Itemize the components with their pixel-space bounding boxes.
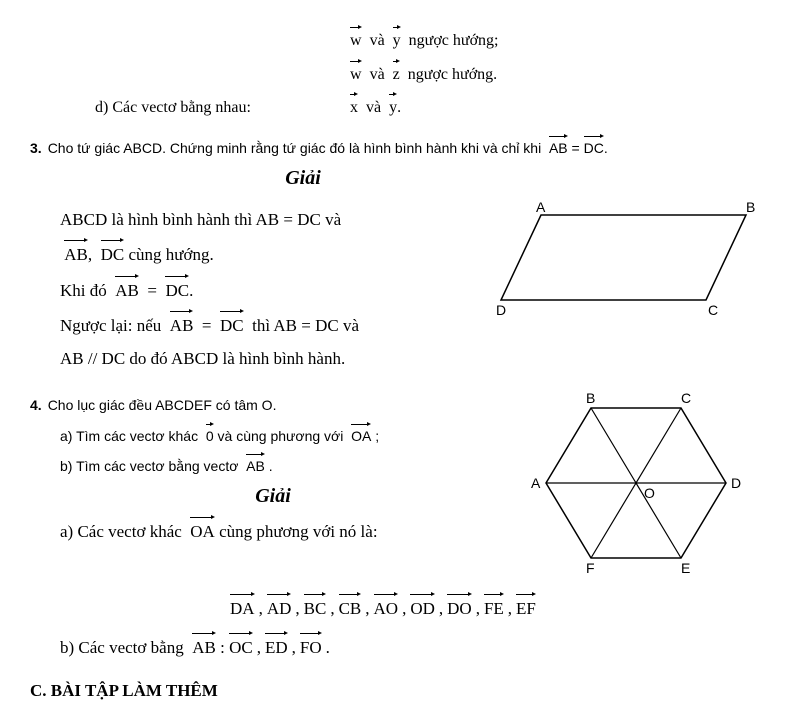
vec-zero: 0 xyxy=(206,423,214,447)
vec-y: y xyxy=(393,26,401,54)
problem-3-body: ABCD là hình bình hành thì AB = DC và AB… xyxy=(30,200,776,378)
p3-line1: ABCD là hình bình hành thì AB = DC và xyxy=(60,206,496,233)
section-heading: C. BÀI TẬP LÀM THÊM xyxy=(30,681,776,701)
vec-od: OD xyxy=(410,593,435,622)
vec-ab: AB xyxy=(246,453,265,477)
opp-dir-wz: w và z ngược hướng. xyxy=(30,60,776,88)
giai-heading-4: Giải xyxy=(30,485,516,508)
p3-line4: Ngược lại: nếu AB = DC thì AB = DC và xyxy=(60,310,496,339)
parallelogram-figure: A B C D xyxy=(496,200,776,325)
giai-heading-3: Giải xyxy=(0,167,776,190)
problem-3-statement: 3. Cho tứ giác ABCD. Chứng minh rằng tứ … xyxy=(30,135,776,159)
vec-ao: AO xyxy=(374,593,399,622)
vec-x: x xyxy=(350,93,358,121)
p4-answer-a-text: a) Các vectơ khác OA cùng phương với nó … xyxy=(30,516,516,545)
vec-w: w xyxy=(350,60,362,88)
vec-bc: BC xyxy=(304,593,327,622)
svg-text:A: A xyxy=(536,199,546,215)
svg-text:F: F xyxy=(586,560,595,576)
p3-line5: AB // DC do đó ABCD là hình bình hành. xyxy=(60,345,496,372)
vec-fe: FE xyxy=(484,593,504,622)
p3-line3: Khi đó AB = DC . xyxy=(60,275,496,304)
vec-da: DA xyxy=(230,593,255,622)
svg-text:B: B xyxy=(746,199,755,215)
svg-text:A: A xyxy=(531,475,541,491)
vec-ef: EF xyxy=(516,593,536,622)
vec-ab: AB xyxy=(549,135,568,159)
svg-text:O: O xyxy=(644,485,655,501)
vec-oa: OA xyxy=(351,423,371,447)
problem-4-body: 4. Cho lục giác đều ABCDEF có tâm O. a) … xyxy=(30,388,776,583)
vec-oc: OC xyxy=(229,632,253,661)
vec-fo: FO xyxy=(300,632,322,661)
problem-4-statement: 4. Cho lục giác đều ABCDEF có tâm O. xyxy=(30,394,516,416)
svg-text:C: C xyxy=(708,302,718,318)
svg-text:C: C xyxy=(681,390,691,406)
vec-ad: AD xyxy=(267,593,292,622)
vec-z: z xyxy=(393,60,400,88)
svg-text:B: B xyxy=(586,390,595,406)
svg-text:E: E xyxy=(681,560,690,576)
p4-answer-a-list: DA, AD, BC, CB, AO, OD, DO, FE, EF xyxy=(30,593,776,622)
vec-cb: CB xyxy=(339,593,362,622)
vec-w: w xyxy=(350,26,362,54)
svg-text:D: D xyxy=(731,475,741,491)
p3-line2: AB, DC cùng hướng. xyxy=(60,239,496,268)
opp-dir-wy: w và y ngược hướng; xyxy=(30,26,776,54)
p4-part-b: b) Tìm các vectơ bằng vectơ AB . xyxy=(30,453,516,477)
vec-do: DO xyxy=(447,593,472,622)
p4-answer-b: b) Các vectơ bằng AB : OC, ED, FO. xyxy=(30,632,776,661)
hexagon-figure: B C D E F A O xyxy=(516,388,776,583)
vec-dc: DC xyxy=(584,135,604,159)
equal-vectors-d: d) Các vectơ bằng nhau: x và y . xyxy=(30,93,776,121)
vec-ed: ED xyxy=(265,632,288,661)
vec-y: y xyxy=(389,93,397,121)
p4-part-a: a) Tìm các vectơ khác 0 và cùng phương v… xyxy=(30,423,516,447)
svg-text:D: D xyxy=(496,302,506,318)
